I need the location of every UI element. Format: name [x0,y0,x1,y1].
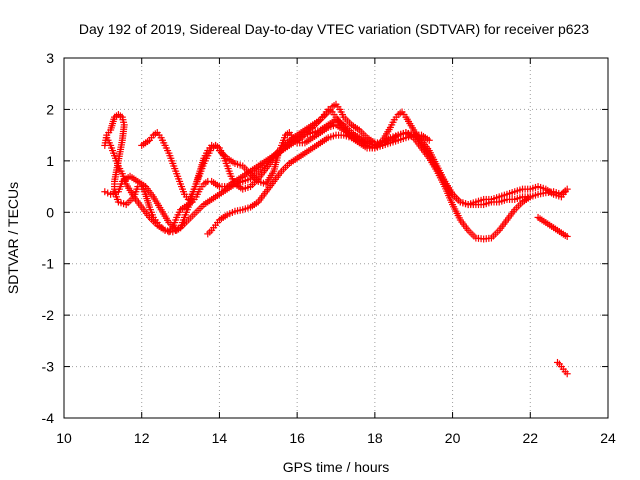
data-point [563,232,571,240]
y-tick-label: -3 [42,359,55,375]
x-tick-label: 16 [289,430,305,446]
x-tick-label: 14 [212,430,228,446]
data-point [563,185,571,193]
y-axis-title: SDTVAR / TECUs [5,182,21,294]
y-tick-label: -2 [42,307,55,323]
x-tick-label: 22 [522,430,538,446]
x-tick-label: 24 [600,430,616,446]
y-tick-label: 3 [46,50,54,66]
grid [64,58,608,418]
y-tick-label: -1 [42,256,55,272]
plot-frame [63,57,609,419]
data-points [101,100,571,378]
x-tick-label: 12 [134,430,150,446]
x-tick-label: 20 [445,430,461,446]
x-tick-label: 18 [367,430,383,446]
x-axis-title: GPS time / hours [283,459,390,475]
y-tick-label: -4 [42,410,55,426]
y-tick-label: 2 [46,101,54,117]
y-tick-label: 1 [46,153,54,169]
data-point [379,141,387,149]
chart-title: Day 192 of 2019, Sidereal Day-to-day VTE… [79,21,589,37]
data-point [563,370,571,378]
x-tick-label: 10 [56,430,72,446]
data-point [425,136,433,144]
y-tick-label: 0 [46,204,54,220]
data-point [526,193,534,201]
